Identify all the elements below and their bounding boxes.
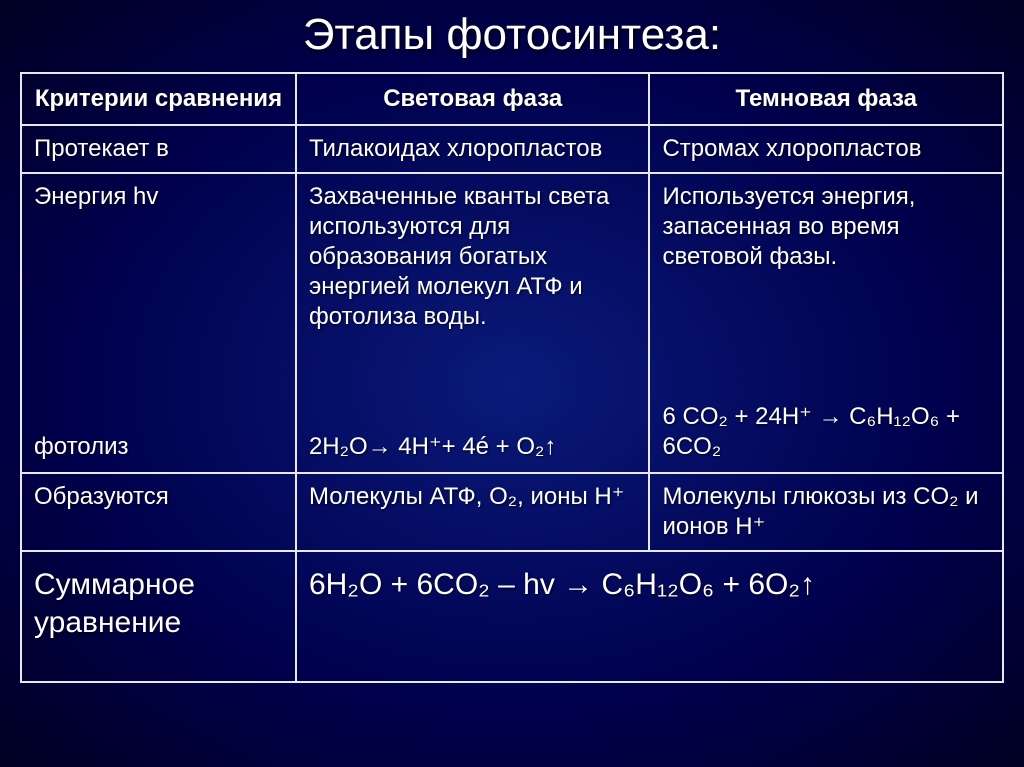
cell-summary-label: Суммарное уравнение: [21, 551, 296, 682]
cell-products-label: Образуются: [21, 473, 296, 551]
cell-summary-equation: 6H₂O + 6CO₂ – hv → C₆H₁₂O₆ + 6O₂↑: [296, 551, 1003, 682]
header-light-phase: Световая фаза: [296, 73, 650, 125]
energy-dark-text: Используется энергия, запасенная во врем…: [662, 182, 990, 272]
cell-products-dark: Молекулы глюкозы из CO₂ и ионов H⁺: [649, 473, 1003, 551]
energy-light-formula: 2H₂O→ 4H⁺+ 4é + O₂↑: [309, 432, 637, 462]
energy-light-text: Захваченные кванты света используются дл…: [309, 182, 637, 332]
header-dark-phase: Темновая фаза: [649, 73, 1003, 125]
row-products: Образуются Молекулы АТФ, O₂, ионы H⁺ Мол…: [21, 473, 1003, 551]
header-criteria: Критерии сравнения: [21, 73, 296, 125]
cell-location-dark: Стромах хлоропластов: [649, 125, 1003, 173]
row-location: Протекает в Тилакоидах хлоропластов Стро…: [21, 125, 1003, 173]
cell-location-label: Протекает в: [21, 125, 296, 173]
energy-label-bottom: фотолиз: [34, 432, 283, 462]
cell-location-light: Тилакоидах хлоропластов: [296, 125, 650, 173]
table-header-row: Критерии сравнения Световая фаза Темнова…: [21, 73, 1003, 125]
phases-table: Критерии сравнения Световая фаза Темнова…: [20, 72, 1004, 683]
row-energy: Энергия hv фотолиз Захваченные кванты св…: [21, 173, 1003, 473]
row-summary: Суммарное уравнение 6H₂O + 6CO₂ – hv → C…: [21, 551, 1003, 682]
cell-products-light: Молекулы АТФ, O₂, ионы H⁺: [296, 473, 650, 551]
cell-energy-light: Захваченные кванты света используются дл…: [296, 173, 650, 473]
energy-label-top: Энергия hv: [34, 182, 283, 212]
slide-title: Этапы фотосинтеза:: [20, 10, 1004, 60]
cell-energy-dark: Используется энергия, запасенная во врем…: [649, 173, 1003, 473]
energy-dark-formula: 6 CO₂ + 24H⁺ → C₆H₁₂O₆ + 6CO₂: [662, 402, 990, 462]
cell-energy-label: Энергия hv фотолиз: [21, 173, 296, 473]
